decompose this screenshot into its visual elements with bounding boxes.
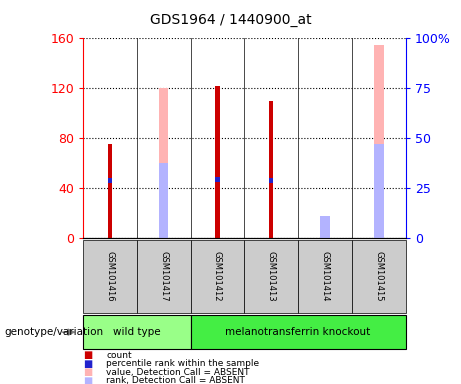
Bar <box>374 45 384 238</box>
Text: rank, Detection Call = ABSENT: rank, Detection Call = ABSENT <box>106 376 245 384</box>
Text: ■: ■ <box>83 367 92 377</box>
Bar <box>374 144 384 238</box>
Text: ■: ■ <box>83 376 92 384</box>
Text: wild type: wild type <box>113 327 160 337</box>
Bar <box>215 86 219 238</box>
Text: value, Detection Call = ABSENT: value, Detection Call = ABSENT <box>106 367 249 377</box>
Bar <box>320 216 330 238</box>
Bar <box>159 163 168 238</box>
Text: GSM101415: GSM101415 <box>374 251 383 302</box>
Bar <box>108 178 112 183</box>
Bar <box>320 220 330 238</box>
Text: melanotransferrin knockout: melanotransferrin knockout <box>225 327 371 337</box>
Text: GSM101413: GSM101413 <box>267 251 276 302</box>
Bar <box>269 101 273 238</box>
Bar <box>108 144 112 238</box>
Text: GSM101416: GSM101416 <box>106 251 114 302</box>
Bar <box>215 177 219 182</box>
Text: GSM101417: GSM101417 <box>159 251 168 302</box>
Bar <box>269 178 273 183</box>
Text: genotype/variation: genotype/variation <box>5 327 104 337</box>
Text: GSM101412: GSM101412 <box>213 251 222 302</box>
Text: ■: ■ <box>83 350 92 360</box>
Text: GDS1964 / 1440900_at: GDS1964 / 1440900_at <box>150 13 311 27</box>
Text: count: count <box>106 351 132 360</box>
Bar <box>159 88 168 238</box>
Text: percentile rank within the sample: percentile rank within the sample <box>106 359 259 368</box>
Text: ■: ■ <box>83 359 92 369</box>
Text: GSM101414: GSM101414 <box>320 251 330 302</box>
